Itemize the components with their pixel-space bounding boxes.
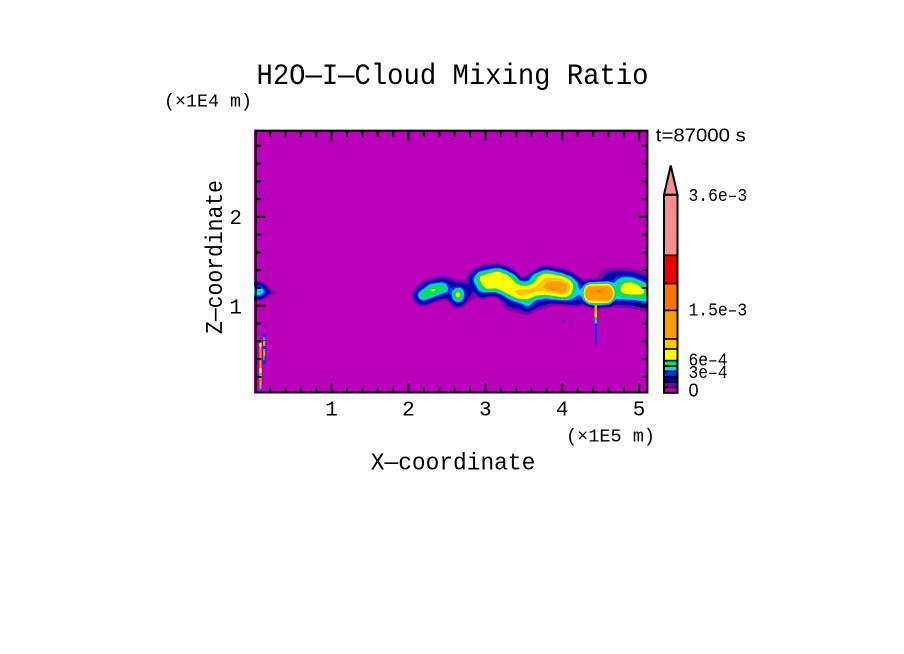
svg-text:3.6e–3: 3.6e–3 bbox=[689, 187, 748, 207]
svg-text:X—coordinate: X—coordinate bbox=[371, 451, 536, 478]
svg-text:(×1E4 m): (×1E4 m) bbox=[164, 93, 252, 113]
svg-text:H2O—I—Cloud Mixing Ratio: H2O—I—Cloud Mixing Ratio bbox=[257, 59, 649, 93]
svg-text:3e–4: 3e–4 bbox=[689, 364, 728, 384]
svg-text:5: 5 bbox=[633, 399, 646, 422]
svg-text:4: 4 bbox=[556, 399, 569, 422]
svg-text:t=87000 s: t=87000 s bbox=[656, 126, 746, 146]
svg-text:1.5e–3: 1.5e–3 bbox=[689, 302, 748, 322]
svg-text:2: 2 bbox=[229, 208, 242, 231]
svg-text:0: 0 bbox=[689, 381, 699, 401]
svg-text:2: 2 bbox=[402, 399, 415, 422]
svg-text:3: 3 bbox=[479, 399, 492, 422]
svg-text:1: 1 bbox=[229, 297, 242, 320]
svg-text:6e–4: 6e–4 bbox=[689, 352, 728, 372]
svg-text:1: 1 bbox=[325, 399, 338, 422]
svg-text:(×1E5 m): (×1E5 m) bbox=[566, 427, 655, 447]
svg-text:Z—coordinate: Z—coordinate bbox=[203, 180, 230, 334]
